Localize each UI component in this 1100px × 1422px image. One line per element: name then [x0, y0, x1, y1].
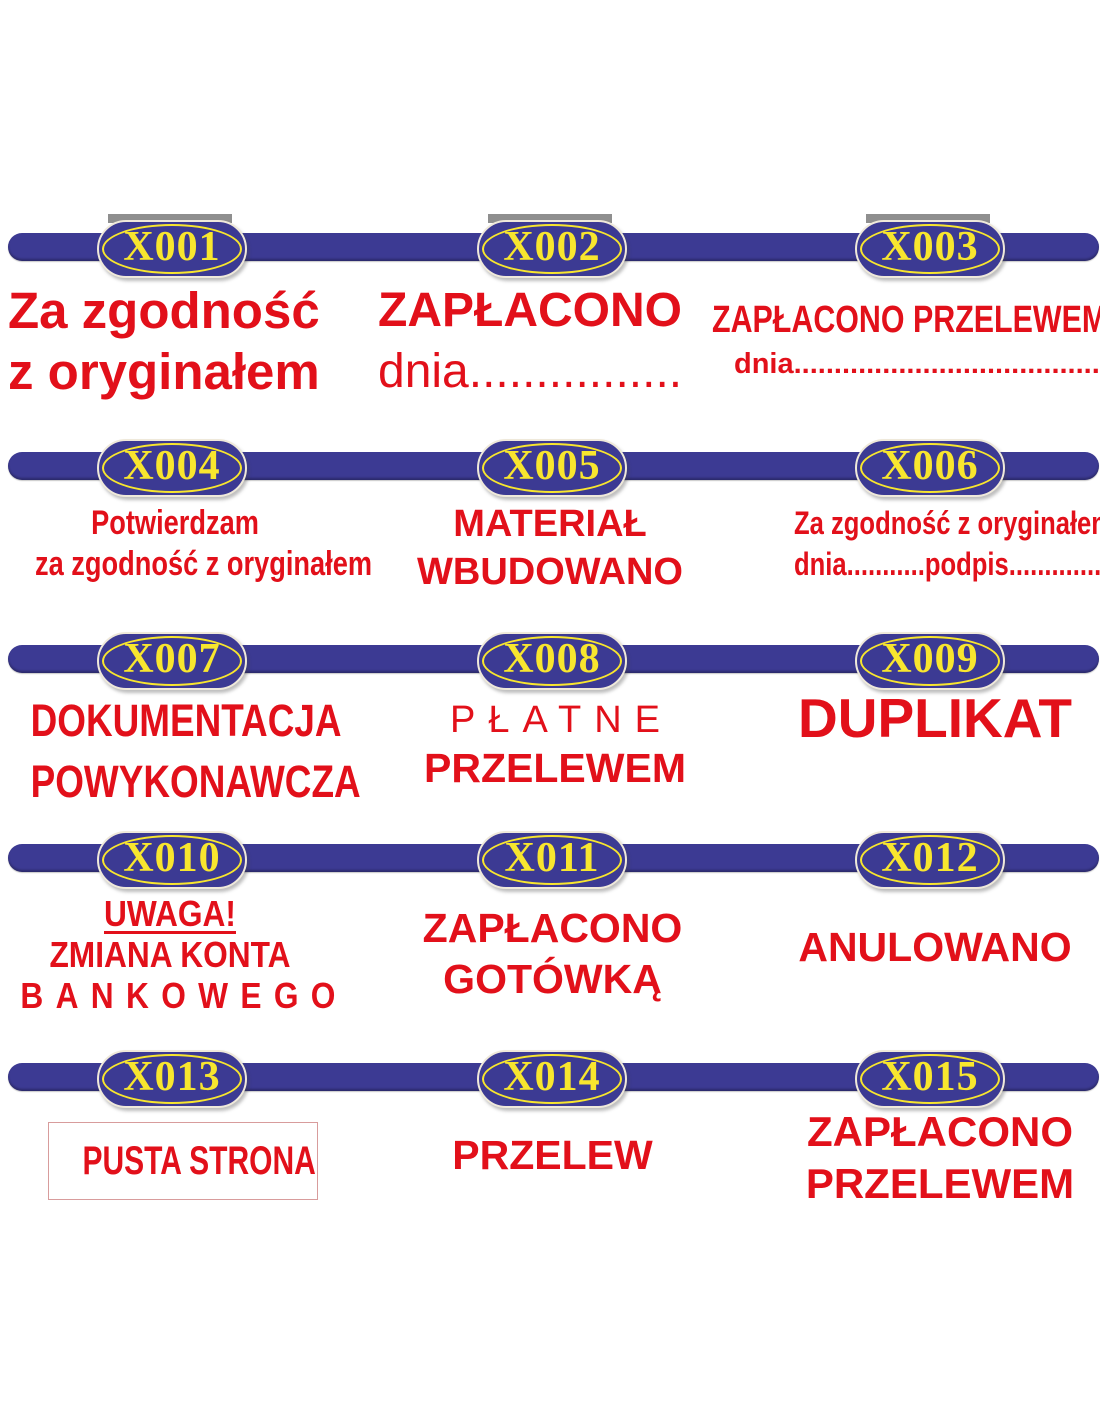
stamp-x005-line1: MATERIAŁ — [453, 503, 647, 545]
badge-x008: X008 — [477, 632, 627, 690]
badge-x007-code: X007 — [123, 636, 221, 682]
scan-tab-2 — [488, 214, 612, 223]
stamp-x011-line1: ZAPŁACONO — [422, 905, 683, 951]
stamp-x010-line1: UWAGA! — [103, 893, 236, 934]
stamp-x009-text: DUPLIKAT — [770, 686, 1100, 750]
badge-x011-code: X011 — [504, 835, 600, 881]
stamp-x008-line2: PRZELEWEM — [424, 745, 686, 791]
badge-x005-code: X005 — [503, 443, 601, 489]
badge-x011: X011 — [477, 831, 627, 889]
badge-x007: X007 — [97, 632, 247, 690]
badge-x015: X015 — [855, 1050, 1005, 1108]
badge-x013-code: X013 — [123, 1054, 221, 1100]
stamp-x007-text: DOKUMENTACJA POWYKONAWCZA — [30, 690, 361, 812]
badge-x004: X004 — [97, 439, 247, 497]
stamp-x013-box: PUSTA STRONA — [48, 1122, 318, 1200]
stamp-x006-text: Za zgodność z oryginałem dnia...........… — [794, 503, 1100, 585]
stamp-x008-line1: PŁATNE — [449, 699, 673, 741]
stamp-x004-line1: Potwierdzam — [91, 504, 259, 542]
stamp-x008-text: PŁATNE PRZELEWEM — [390, 697, 720, 793]
badge-x009-code: X009 — [881, 636, 979, 682]
stamp-x001-line2: z oryginałem — [8, 343, 320, 400]
badge-x014: X014 — [477, 1050, 627, 1108]
badge-x002-code: X002 — [503, 224, 601, 270]
stamp-x001-text: Za zgodność z oryginałem — [8, 280, 320, 402]
badge-x010-code: X010 — [123, 835, 221, 881]
stamp-x012-text: ANULOWANO — [770, 922, 1100, 972]
stamp-x003-line2: dnia....................................… — [734, 348, 1100, 380]
stamp-x012-line1: ANULOWANO — [798, 924, 1072, 970]
badge-x008-code: X008 — [503, 636, 601, 682]
stamp-x004-text: Potwierdzam za zgodność z oryginałem — [35, 503, 373, 585]
stamp-x004-line2: za zgodność z oryginałem — [35, 545, 373, 583]
stamp-x007-line2: POWYKONAWCZA — [30, 756, 361, 807]
stamp-x006-line2: dnia...........podpis.............. — [794, 546, 1100, 582]
badge-x012-code: X012 — [881, 835, 979, 881]
badge-x005: X005 — [477, 439, 627, 497]
stamp-x007-line1: DOKUMENTACJA — [30, 695, 342, 746]
stamp-x006-line1: Za zgodność z oryginałem — [794, 505, 1100, 541]
badge-x006: X006 — [855, 439, 1005, 497]
badge-x012: X012 — [855, 831, 1005, 889]
stamp-x010-line2: ZMIANA KONTA — [49, 934, 291, 975]
stamp-x001-line1: Za zgodność — [8, 282, 320, 339]
badge-x001: X001 — [97, 220, 247, 278]
stamp-x015-line2: PRZELEWEM — [805, 1160, 1075, 1207]
stamp-x002-line1: ZAPŁACONO — [378, 284, 682, 337]
stamp-x014-line1: PRZELEW — [452, 1132, 653, 1178]
stamp-x002-line2: dnia................ — [378, 345, 683, 398]
badge-x004-code: X004 — [123, 443, 221, 489]
badge-x003-code: X003 — [881, 224, 979, 270]
scan-tab-1 — [108, 214, 232, 223]
badge-x010: X010 — [97, 831, 247, 889]
stamp-x011-line2: GOTÓWKĄ — [443, 956, 662, 1002]
stamp-x009-line1: DUPLIKAT — [798, 687, 1072, 749]
badge-x014-code: X014 — [503, 1054, 601, 1100]
stamp-x011-text: ZAPŁACONO GOTÓWKĄ — [385, 903, 720, 1005]
stamp-x015-text: ZAPŁACONO PRZELEWEM — [775, 1106, 1100, 1210]
badge-x015-code: X015 — [881, 1054, 979, 1100]
stamp-x002-text: ZAPŁACONO dnia................ — [378, 280, 682, 402]
badge-x013: X013 — [97, 1050, 247, 1108]
stamp-x003-line1: ZAPŁACONO PRZELEWEM — [712, 299, 1100, 341]
stamp-x005-line2: WBUDOWANO — [417, 551, 683, 593]
badge-x002: X002 — [477, 220, 627, 278]
stamp-x015-line1: ZAPŁACONO — [807, 1108, 1073, 1155]
stamp-x010-text: UWAGA! ZMIANA KONTA BANKOWEGO — [20, 893, 335, 1016]
badge-x001-code: X001 — [123, 224, 221, 270]
stamp-x014-text: PRZELEW — [385, 1130, 720, 1180]
scan-tab-3 — [866, 214, 990, 223]
stamp-x005-text: MATERIAŁ WBUDOWANO — [375, 500, 725, 596]
stamp-x010-line3: BANKOWEGO — [20, 975, 348, 1016]
badge-x003: X003 — [855, 220, 1005, 278]
stamp-x003-text: ZAPŁACONO PRZELEWEM dnia................… — [712, 298, 1100, 382]
stamp-x013-line1: PUSTA STRONA — [82, 1139, 316, 1183]
badge-x006-code: X006 — [881, 443, 979, 489]
badge-x009: X009 — [855, 632, 1005, 690]
